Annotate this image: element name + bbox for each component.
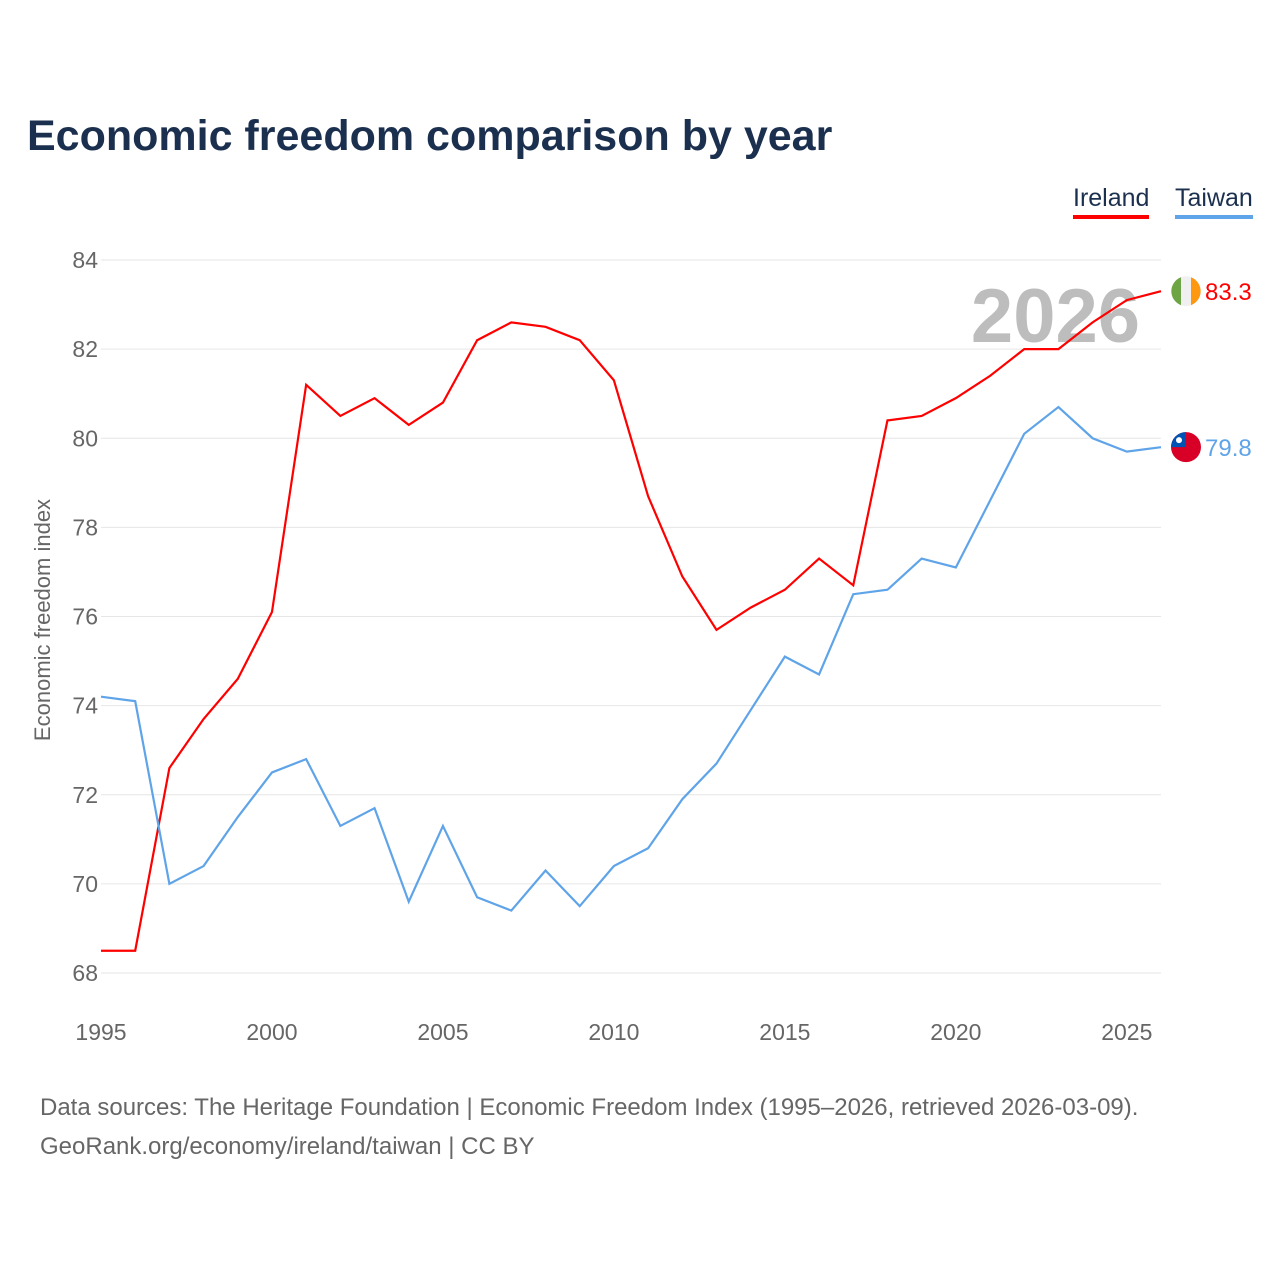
legend-taiwan[interactable]: Taiwan xyxy=(1175,184,1253,219)
x-tick-label: 2015 xyxy=(759,1019,810,1045)
x-tick-label: 2005 xyxy=(417,1019,468,1045)
end-label-ireland: 83.3 xyxy=(1205,279,1252,306)
x-tick-label: 1995 xyxy=(75,1019,126,1045)
source-text: Data sources: The Heritage Foundation | … xyxy=(40,1094,1139,1121)
flag-orange xyxy=(1191,277,1201,306)
flag-green xyxy=(1171,277,1181,306)
flag-sun xyxy=(1176,437,1182,444)
y-tick-label: 82 xyxy=(72,336,98,362)
x-tick-label: 2020 xyxy=(930,1019,981,1045)
y-axis-label: Economic freedom index xyxy=(30,499,55,741)
x-tick-label: 2010 xyxy=(588,1019,639,1045)
y-tick-label: 70 xyxy=(72,871,98,897)
attribution-text: GeoRank.org/economy/ireland/taiwan | CC … xyxy=(40,1133,535,1160)
x-tick-label: 2000 xyxy=(246,1019,297,1045)
end-label-taiwan: 79.8 xyxy=(1205,435,1252,462)
chart-title: Economic freedom comparison by year xyxy=(27,112,833,160)
legend-ireland[interactable]: Ireland xyxy=(1073,184,1150,219)
y-tick-label: 84 xyxy=(72,247,98,273)
y-tick-label: 76 xyxy=(72,604,98,630)
y-tick-label: 72 xyxy=(72,782,98,808)
year-annotation: 2026 xyxy=(971,274,1140,359)
series-line-taiwan xyxy=(100,405,1162,912)
y-tick-label: 68 xyxy=(72,960,98,986)
x-tick-label: 2025 xyxy=(1101,1019,1152,1045)
series-line-ireland xyxy=(101,290,1162,952)
footer: Data sources: The Heritage Foundation | … xyxy=(40,1088,1138,1166)
y-tick-label: 74 xyxy=(72,693,98,719)
y-tick-label: 80 xyxy=(72,425,98,451)
y-tick-label: 78 xyxy=(72,514,98,540)
